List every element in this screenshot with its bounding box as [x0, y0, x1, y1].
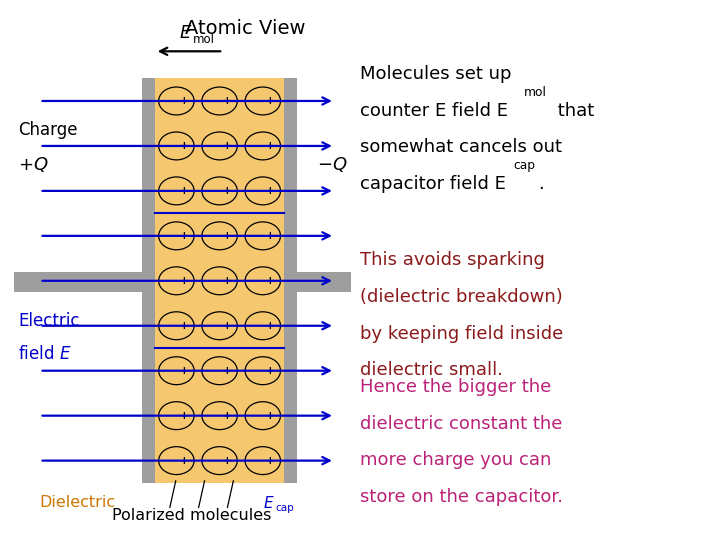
- Text: +: +: [223, 231, 232, 241]
- Text: +: +: [266, 410, 275, 421]
- Text: mol: mol: [193, 33, 215, 46]
- Text: +: +: [180, 141, 189, 151]
- Text: cap: cap: [513, 159, 536, 172]
- Text: −: −: [249, 366, 258, 376]
- Text: +: +: [223, 186, 232, 196]
- Text: .: .: [539, 175, 544, 193]
- Text: +: +: [180, 321, 189, 331]
- Text: −: −: [206, 456, 215, 465]
- Text: by keeping field inside: by keeping field inside: [360, 325, 563, 342]
- Bar: [142, 78, 155, 483]
- Text: $+Q$: $+Q$: [18, 155, 48, 174]
- Text: Dielectric: Dielectric: [40, 495, 116, 510]
- Text: −: −: [163, 96, 171, 106]
- Text: −: −: [249, 456, 258, 465]
- Text: (dielectric breakdown): (dielectric breakdown): [360, 288, 563, 306]
- Text: −: −: [206, 231, 215, 241]
- Text: +: +: [180, 410, 189, 421]
- Text: +: +: [266, 366, 275, 376]
- Text: −: −: [163, 186, 171, 196]
- Text: $E$: $E$: [179, 24, 192, 42]
- Text: +: +: [180, 276, 189, 286]
- Text: −: −: [206, 96, 215, 106]
- Text: −: −: [163, 321, 171, 331]
- Text: −: −: [163, 231, 171, 241]
- Text: +: +: [223, 410, 232, 421]
- Text: Molecules set up: Molecules set up: [360, 65, 511, 83]
- Text: −: −: [163, 366, 171, 376]
- Text: cap: cap: [276, 503, 294, 512]
- Text: +: +: [266, 456, 275, 465]
- Text: mol: mol: [524, 86, 547, 99]
- Text: −: −: [249, 231, 258, 241]
- Text: +: +: [266, 231, 275, 241]
- Bar: [14, 272, 142, 292]
- Text: +: +: [266, 186, 275, 196]
- Text: −: −: [249, 276, 258, 286]
- Text: −: −: [249, 96, 258, 106]
- Text: +: +: [180, 186, 189, 196]
- Text: −: −: [206, 366, 215, 376]
- Text: somewhat cancels out: somewhat cancels out: [360, 138, 562, 156]
- Text: more charge you can: more charge you can: [360, 451, 552, 469]
- Text: +: +: [180, 231, 189, 241]
- Text: dielectric constant the: dielectric constant the: [360, 415, 562, 433]
- Text: +: +: [180, 96, 189, 106]
- Text: −: −: [249, 321, 258, 331]
- Text: field $E$: field $E$: [18, 345, 71, 363]
- Text: Electric: Electric: [18, 312, 79, 330]
- Text: +: +: [180, 456, 189, 465]
- Text: −: −: [163, 276, 171, 286]
- Text: counter E field E: counter E field E: [360, 102, 508, 119]
- Text: −: −: [249, 410, 258, 421]
- Text: +: +: [223, 141, 232, 151]
- Text: −: −: [206, 276, 215, 286]
- Text: −: −: [249, 141, 258, 151]
- Text: +: +: [266, 276, 275, 286]
- Text: +: +: [266, 321, 275, 331]
- Text: Charge: Charge: [18, 120, 78, 139]
- Text: −: −: [206, 141, 215, 151]
- Text: $-Q$: $-Q$: [317, 155, 347, 174]
- Text: −: −: [206, 321, 215, 331]
- Text: store on the capacitor.: store on the capacitor.: [360, 488, 563, 506]
- Text: +: +: [180, 366, 189, 376]
- Text: +: +: [223, 276, 232, 286]
- Text: +: +: [223, 321, 232, 331]
- Text: Hence the bigger the: Hence the bigger the: [360, 378, 552, 396]
- Text: Atomic View: Atomic View: [184, 19, 305, 38]
- Text: capacitor field E: capacitor field E: [360, 175, 506, 193]
- Text: $E$: $E$: [263, 495, 274, 511]
- Text: −: −: [206, 186, 215, 196]
- Text: +: +: [223, 96, 232, 106]
- Text: that: that: [552, 102, 595, 119]
- Text: −: −: [163, 410, 171, 421]
- Bar: [297, 272, 351, 292]
- Bar: [155, 78, 284, 483]
- Text: This avoids sparking: This avoids sparking: [360, 251, 545, 269]
- Text: +: +: [266, 96, 275, 106]
- Text: −: −: [163, 141, 171, 151]
- Text: +: +: [266, 141, 275, 151]
- Text: −: −: [249, 186, 258, 196]
- Text: +: +: [223, 456, 232, 465]
- Text: dielectric small.: dielectric small.: [360, 361, 503, 379]
- Bar: [284, 78, 297, 483]
- Text: +: +: [223, 366, 232, 376]
- Text: −: −: [206, 410, 215, 421]
- Text: −: −: [163, 456, 171, 465]
- Text: Polarized molecules: Polarized molecules: [112, 508, 271, 523]
